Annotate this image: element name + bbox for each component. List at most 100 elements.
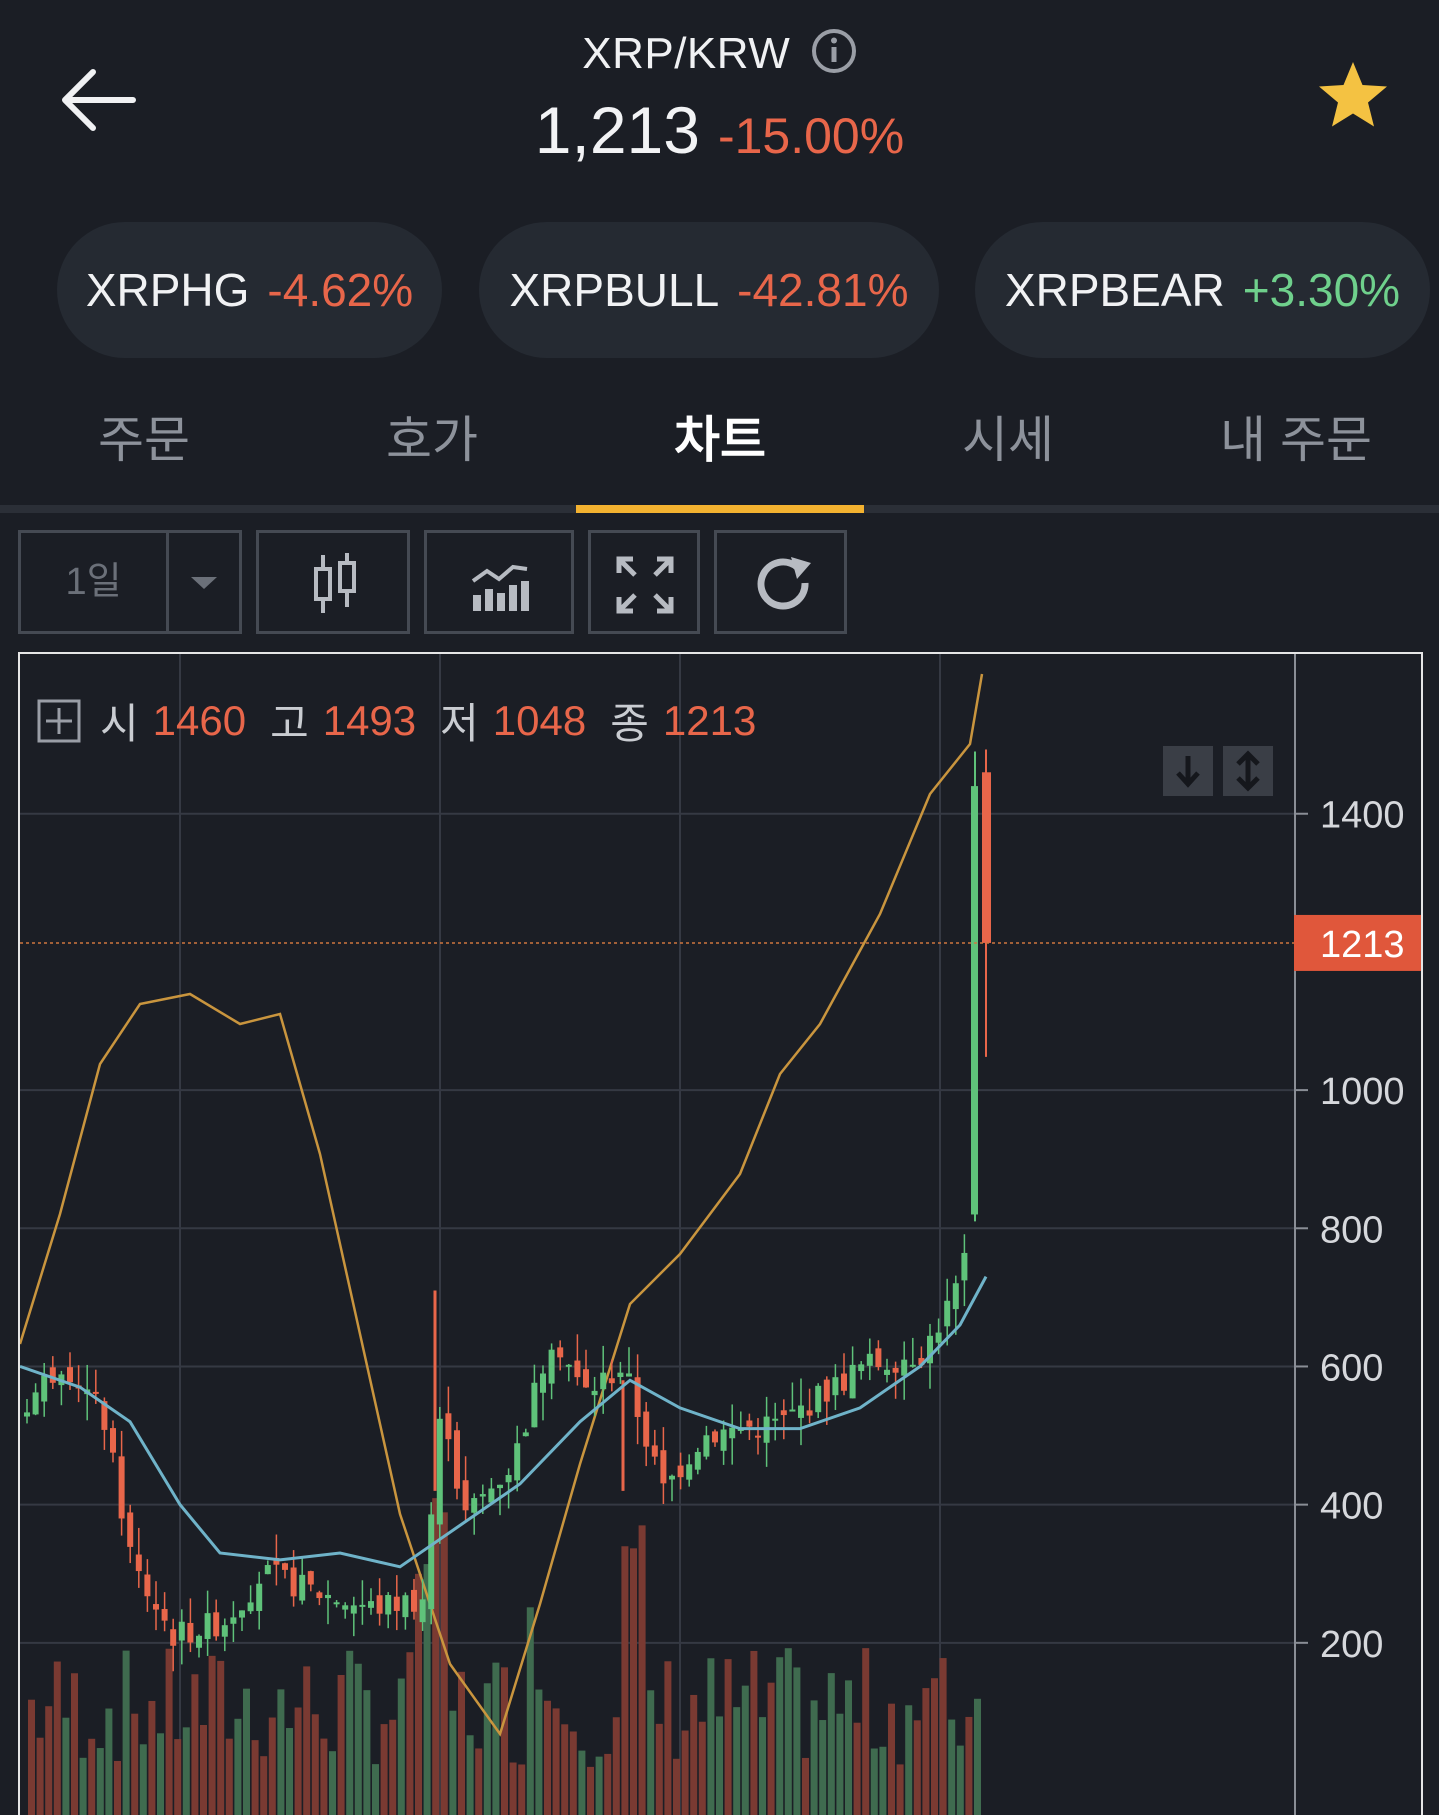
volume-bar [587,1766,594,1815]
volume-bar [518,1764,526,1815]
volume-bar [879,1746,887,1815]
volume-bar [750,1650,758,1815]
y-tick-label: 400 [1320,1486,1383,1528]
fullscreen-button[interactable] [588,530,700,634]
candle-body [385,1595,392,1615]
volume-bar [88,1738,96,1815]
related-chip-xrpbear[interactable]: XRPBEAR +3.30% [975,222,1430,358]
volume-bar [621,1546,629,1815]
candle-body [755,1435,761,1438]
candle-body [376,1595,383,1614]
volume-bar [526,1607,534,1815]
indicator-button[interactable] [424,530,574,634]
volume-bar [114,1760,121,1815]
candle-body [196,1635,202,1648]
volume-bar [28,1699,35,1815]
volume-bar [415,1573,422,1815]
candle-body [32,1392,39,1415]
candle-body [884,1369,890,1375]
volume-bar [277,1689,285,1815]
volume-bar [913,1720,921,1815]
price-chart[interactable]: 1400 1000 800 600 400 200 1213 [18,652,1423,1815]
scroll-updown-button[interactable] [1223,746,1273,796]
candle-body [118,1456,125,1519]
ohlc-legend: 시 1460 고 1493 저 1048 종 1213 [36,690,756,751]
volume-bar [578,1750,586,1815]
related-chip-xrpbull[interactable]: XRPBULL -42.81% [479,222,939,358]
volume-bar [303,1666,311,1815]
candle-body [815,1385,822,1413]
scroll-down-button[interactable] [1163,746,1213,796]
tab-chart[interactable]: 차트 [674,412,766,468]
candlestick-icon [314,553,356,613]
candle-body [720,1429,727,1451]
tab-orderbook[interactable]: 호가 [386,412,478,468]
related-chip-xrphg[interactable]: XRPHG -4.62% [57,222,442,358]
current-price-label: 1213 [1320,924,1405,966]
candle-body [849,1364,856,1399]
volume-bar [45,1706,53,1815]
volume-bar [535,1689,543,1815]
tab-market-price[interactable]: 시세 [962,412,1054,468]
bollinger-band-line [20,673,984,1737]
candle-body [170,1629,177,1646]
candle-body [651,1445,658,1457]
candle-body [230,1617,237,1624]
current-price: 1,213 [534,93,700,167]
candle-type-button[interactable] [256,530,410,634]
volume-bar [432,1498,440,1815]
volume-bar [673,1758,680,1815]
candle-body [101,1401,108,1430]
tab-order[interactable]: 주문 [98,412,190,468]
volume-bar [716,1716,723,1815]
back-arrow-icon[interactable] [55,60,145,140]
volume-bar [475,1748,483,1815]
candle-body [153,1604,159,1610]
candle-body [832,1377,839,1396]
volume-bar [707,1658,715,1815]
volume-bar [225,1738,233,1815]
volume-bar [655,1723,663,1815]
crosshair-toggle-icon[interactable] [36,698,82,744]
candle-body [617,1372,624,1378]
expand-icon [616,556,674,614]
volume-bar [320,1738,328,1815]
chip-name: XRPBULL [509,264,720,316]
volume-bar [397,1678,405,1815]
info-icon[interactable] [811,28,857,74]
candle-body [471,1498,478,1513]
candle-body [127,1512,134,1547]
candle-body [497,1484,503,1489]
arrow-updown-icon [1236,750,1260,792]
volume-bar [458,1671,465,1815]
volume-bar [389,1719,397,1815]
volume-bar [741,1685,749,1815]
volume-bar [612,1717,620,1815]
candle-body [161,1609,168,1621]
period-divider [166,533,169,631]
candle-body [49,1367,56,1383]
volume-bar [380,1724,388,1815]
candle-body [806,1410,813,1416]
candle-body [204,1613,211,1639]
volume-bar [836,1713,844,1815]
refresh-button[interactable] [714,530,847,634]
candle-body [522,1432,529,1437]
volume-bar [294,1707,302,1815]
favorite-star-icon[interactable] [1315,58,1391,134]
y-tick-label: 1400 [1320,795,1405,837]
candle-body [67,1367,73,1383]
y-tick-label: 600 [1320,1347,1383,1389]
volume-bar [905,1705,913,1815]
y-tick-label: 200 [1320,1624,1383,1666]
candle-body [178,1621,185,1641]
candle-body [798,1405,804,1418]
candle-body [866,1353,873,1366]
volume-bar [329,1751,336,1815]
volume-bar [354,1663,362,1815]
tab-bar: 주문 호가 차트 시세 내 주문 [0,390,1439,510]
period-select[interactable]: 1일 [18,530,242,634]
volume-bar [174,1739,182,1815]
tab-my-orders[interactable]: 내 주문 [1220,412,1372,468]
candle-body [110,1428,116,1453]
